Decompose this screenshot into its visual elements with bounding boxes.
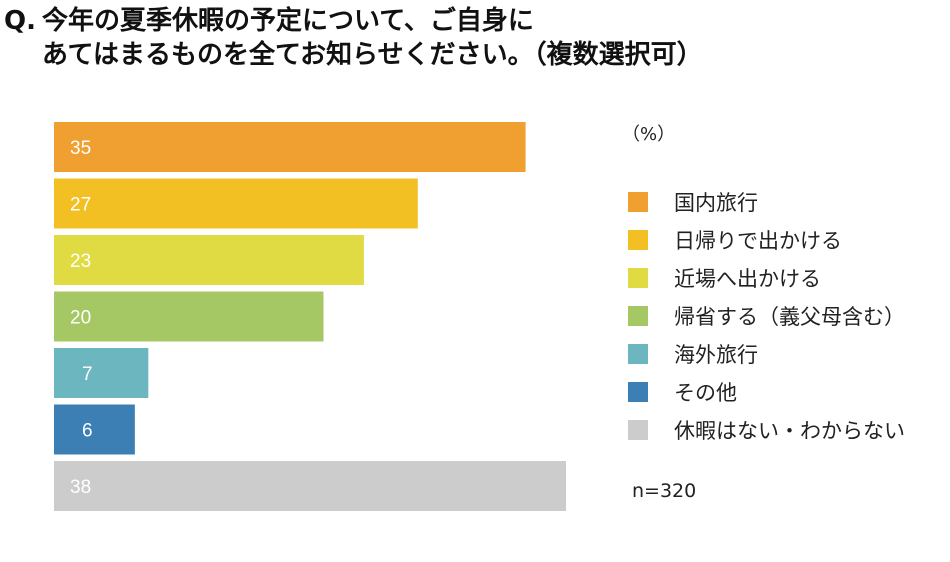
legend-item-4: 帰省する（義父母含む） (628, 297, 905, 335)
legend-item-7: 休暇はない・わからない (628, 411, 905, 449)
bar-value-label-1: 35 (70, 138, 91, 159)
legend-swatch-2 (628, 230, 648, 250)
bar-value-label-2: 27 (70, 195, 91, 216)
legend-label-5: 海外旅行 (674, 343, 758, 367)
unit-label: （%） (622, 124, 676, 145)
legend-swatch-3 (628, 268, 648, 288)
bar-3 (54, 235, 364, 285)
legend-item-2: 日帰りで出かける (628, 221, 905, 259)
legend-label-4: 帰省する（義父母含む） (674, 305, 905, 329)
bar-value-label-7: 38 (70, 477, 91, 498)
legend-swatch-7 (628, 420, 648, 440)
chart-legend: 国内旅行日帰りで出かける 近場へ出かける帰省する（義父母含む） 海外旅行その他休暇は… (628, 183, 905, 449)
question-line-2: あてはまるものを全てお知らせください。（複数選択可） (42, 40, 703, 70)
bar-4 (54, 291, 324, 342)
legend-swatch-1 (628, 192, 648, 212)
question-marker: Q. (4, 6, 36, 36)
question-text-1: 今年の夏季休暇の予定について、ご自身に (42, 6, 534, 36)
bar-2 (54, 178, 418, 229)
legend-label-7: 休暇はない・わからない (674, 419, 905, 443)
bar-value-label-6: 6 (82, 421, 93, 442)
legend-item-3: 近場へ出かける (628, 259, 905, 297)
bar-value-label-5: 7 (82, 364, 93, 385)
legend-label-3: 近場へ出かける (674, 267, 821, 291)
question-heading: Q. 今年の夏季休暇の予定について、ご自身に あてはまるものを全てお知らせください… (4, 4, 944, 72)
bar-6 (54, 404, 135, 455)
bar-1 (54, 122, 526, 172)
legend-label-1: 国内旅行 (674, 191, 758, 215)
legend-swatch-5 (628, 344, 648, 364)
bar-value-label-4: 20 (70, 308, 91, 329)
legend-item-6: その他 (628, 373, 905, 411)
legend-swatch-4 (628, 306, 648, 326)
legend-label-2: 日帰りで出かける (674, 229, 842, 253)
legend-item-5: 海外旅行 (628, 335, 905, 373)
legend-item-1: 国内旅行 (628, 183, 905, 221)
legend-label-6: その他 (674, 381, 737, 405)
bar-7 (54, 461, 566, 511)
bar-5 (54, 348, 149, 398)
bar-value-label-3: 23 (70, 251, 91, 272)
sample-size: n=320 (632, 480, 697, 502)
legend-swatch-6 (628, 382, 648, 402)
question-line-1: Q. 今年の夏季休暇の予定について、ご自身に (4, 4, 944, 38)
